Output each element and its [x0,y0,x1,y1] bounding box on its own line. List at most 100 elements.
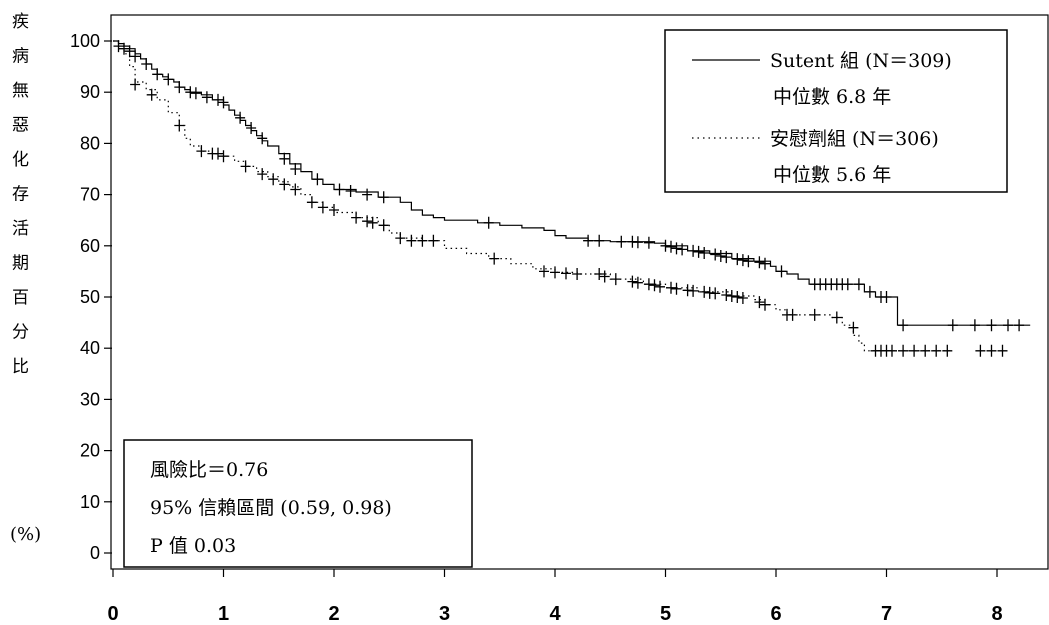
censor-mark-sutent [947,319,958,332]
censor-mark-placebo [655,280,665,293]
censor-mark-sutent [334,183,345,196]
censor-mark-placebo [721,289,732,301]
y-axis-title-char: 百 [12,288,29,308]
censor-mark-sutent [732,253,743,266]
x-axis-ticks: 0 1 2 3 4 5 6 7 8 [107,569,1003,625]
censor-mark-sutent [190,87,201,100]
censor-mark-placebo [572,268,583,280]
censor-mark-placebo [671,282,682,295]
y-axis-title-char: 比 [12,357,29,377]
x-tick-label: 8 [991,603,1002,625]
censor-mark-placebo [130,78,141,91]
confidence-interval-text: 95% 信賴區間 (0.59, 0.98) [150,497,392,519]
censor-mark-placebo [649,279,660,292]
censor-mark-sutent [119,42,130,55]
x-tick-label: 7 [881,603,892,625]
censor-mark-sutent [362,188,373,201]
censor-mark-placebo [417,234,428,247]
y-axis-ticks: 0 10 20 30 40 50 60 70 80 90 100 [70,31,112,563]
x-tick-label: 3 [439,603,450,625]
censor-mark-placebo [240,160,251,173]
censor-mark-placebo [688,284,699,297]
censor-mark-placebo [428,234,439,247]
censor-mark-placebo [378,219,389,232]
censor-mark-sutent [853,278,864,291]
censor-mark-sutent [743,255,754,268]
legend-label-sutent: Sutent 組 (N＝309) [770,50,952,72]
censor-mark-placebo [146,88,157,101]
censor-mark-placebo [726,290,737,302]
censor-mark-placebo [561,267,571,280]
censor-mark-placebo [329,204,339,216]
censor-mark-placebo [351,211,362,224]
censor-mark-sutent [201,91,212,104]
censor-mark-sutent [693,245,704,258]
censor-mark-placebo [268,173,279,186]
censor-mark-sutent [235,111,246,124]
censor-mark-sutent [688,244,699,257]
censor-mark-placebo [257,168,268,181]
censor-mark-placebo [699,285,710,298]
y-tick-label: 50 [80,287,100,307]
y-axis-title-char: 疾 [12,12,29,32]
censor-mark-sutent [632,236,643,249]
censor-mark-sutent [699,247,710,259]
x-tick-label: 2 [328,603,339,625]
y-tick-label: 10 [80,492,100,512]
censor-mark-placebo [539,265,549,278]
censor-mark-placebo [632,276,643,289]
censor-mark-placebo [306,196,317,209]
censor-mark-placebo [594,268,605,280]
censor-mark-sutent [666,240,676,253]
legend: Sutent 組 (N＝309) 中位數 6.8 年 安慰劑組 (N＝306) … [664,29,1008,193]
censor-mark-sutent [163,73,174,86]
censor-mark-sutent [152,68,163,81]
censor-mark-sutent [583,234,594,247]
censor-mark-sutent [290,163,301,175]
censor-mark-placebo [887,344,897,357]
censor-mark-placebo [550,266,560,279]
x-tick-label: 1 [218,603,229,625]
censor-mark-sutent [776,265,787,278]
y-axis-title-char: 惡 [12,116,29,136]
censor-mark-sutent [1014,319,1025,332]
censor-mark-sutent [842,278,853,291]
y-tick-label: 40 [80,338,100,358]
censor-mark-placebo [931,344,942,357]
censor-mark-sutent [257,132,268,145]
x-tick-label: 4 [549,603,561,625]
censor-mark-placebo [997,344,1008,357]
censor-mark-placebo [848,321,859,334]
censor-mark-placebo [737,292,748,304]
censor-mark-placebo [213,147,223,160]
censor-mark-sutent [643,236,654,249]
censor-mark-sutent [671,242,682,255]
censor-mark-sutent [969,319,980,332]
censor-mark-sutent [218,96,229,109]
censor-mark-sutent [246,122,257,134]
series-layer [113,40,1031,357]
censor-mark-placebo [610,273,621,286]
censor-mark-placebo [898,344,909,357]
y-axis-title-char: 化 [12,150,29,170]
hazard-ratio-text: 風險比＝0.76 [150,459,268,481]
censor-mark-sutent [881,291,892,303]
y-tick-label: 0 [90,543,100,563]
censor-mark-sutent [213,93,223,106]
y-tick-label: 20 [80,441,100,461]
y-tick-label: 100 [70,31,100,51]
x-tick-label: 0 [107,603,118,625]
censor-mark-sutent [483,216,494,229]
censor-mark-sutent [594,234,605,247]
censor-mark-sutent [1003,319,1013,332]
plot-frame [110,14,1049,570]
censor-mark-placebo [406,234,417,247]
y-tick-label: 60 [80,236,100,256]
legend-label-placebo: 安慰劑組 (N＝306) [770,128,939,150]
censor-mark-placebo [710,287,721,300]
censor-mark-placebo [831,311,842,324]
censor-mark-placebo [362,215,373,228]
censor-mark-placebo [809,308,820,321]
y-axis-title-char: 病 [12,47,29,67]
